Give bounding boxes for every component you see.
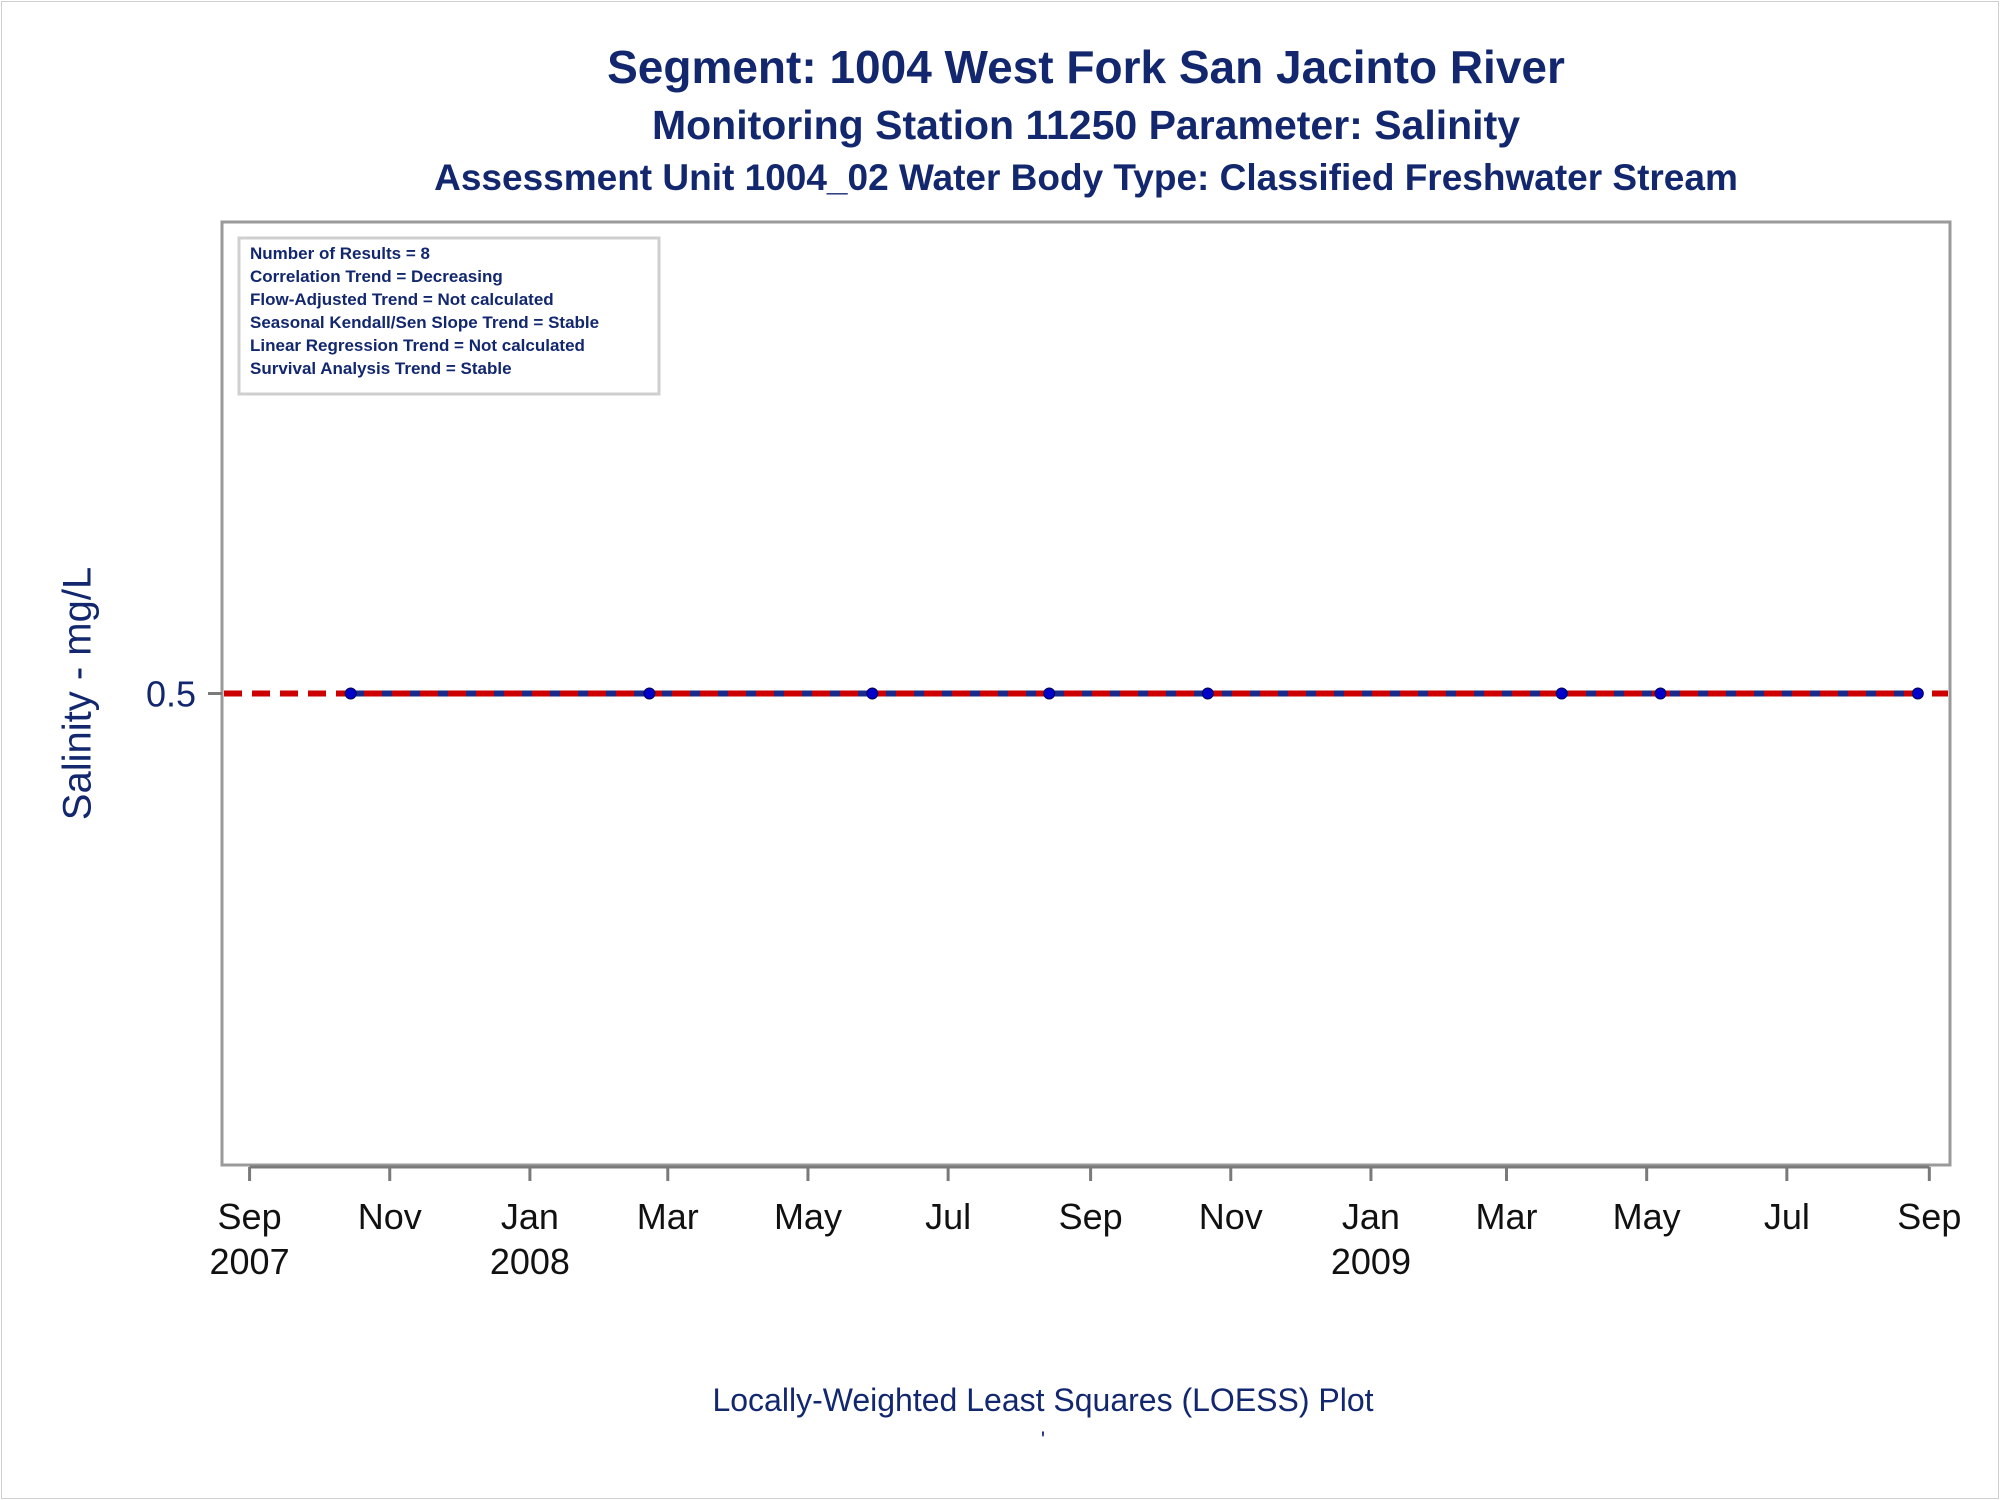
data-point xyxy=(643,687,656,700)
stats-legend: Number of Results = 8 Correlation Trend =… xyxy=(237,236,661,396)
x-tick-year-label: 2007 xyxy=(210,1241,290,1282)
chart-footnote: Locally-Weighted Least Squares (LOESS) P… xyxy=(712,1382,1374,1418)
x-tick-year-label: 2008 xyxy=(490,1241,570,1282)
chart-title: Segment: 1004 West Fork San Jacinto Rive… xyxy=(607,41,1565,93)
y-axis: 0.5 xyxy=(146,674,222,715)
x-tick-label: Mar xyxy=(1476,1196,1538,1237)
x-tick-label: Nov xyxy=(1199,1196,1263,1237)
data-point xyxy=(1201,687,1214,700)
stats-legend-line: Number of Results = 8 xyxy=(250,244,430,263)
data-point xyxy=(1654,687,1667,700)
x-tick-label: Sep xyxy=(218,1196,282,1237)
stats-legend-line: Survival Analysis Trend = Stable xyxy=(250,359,512,378)
chart-subtitle-2: Assessment Unit 1004_02 Water Body Type:… xyxy=(434,157,1738,198)
x-tick-label: May xyxy=(774,1196,842,1237)
stats-legend-box xyxy=(237,236,661,396)
data-point xyxy=(344,687,357,700)
series-layer xyxy=(224,687,1948,700)
data-point xyxy=(1911,687,1924,700)
y-axis-label: Salinity - mg/L xyxy=(56,567,100,820)
chart-footnote-mark: ' xyxy=(1040,1427,1046,1452)
data-point xyxy=(866,687,879,700)
x-tick-label: Mar xyxy=(637,1196,699,1237)
x-tick-label: Jul xyxy=(925,1196,971,1237)
x-tick-label: May xyxy=(1613,1196,1681,1237)
chart-subtitle: Monitoring Station 11250 Parameter: Sali… xyxy=(651,102,1521,148)
stats-legend-line: Flow-Adjusted Trend = Not calculated xyxy=(250,290,554,309)
x-tick-year-label: 2009 xyxy=(1331,1241,1411,1282)
data-point xyxy=(1043,687,1056,700)
x-tick-label: Nov xyxy=(358,1196,422,1237)
x-tick-label: Sep xyxy=(1897,1196,1961,1237)
stats-legend-line: Seasonal Kendall/Sen Slope Trend = Stabl… xyxy=(250,313,599,332)
x-tick-label: Sep xyxy=(1059,1196,1123,1237)
data-point xyxy=(1555,687,1568,700)
stats-legend-line: Correlation Trend = Decreasing xyxy=(250,267,503,286)
y-tick-label: 0.5 xyxy=(146,674,196,715)
x-tick-label: Jul xyxy=(1764,1196,1810,1237)
x-tick-label: Jan xyxy=(1342,1196,1400,1237)
stats-legend-line: Linear Regression Trend = Not calculated xyxy=(250,336,585,355)
x-tick-label: Jan xyxy=(501,1196,559,1237)
